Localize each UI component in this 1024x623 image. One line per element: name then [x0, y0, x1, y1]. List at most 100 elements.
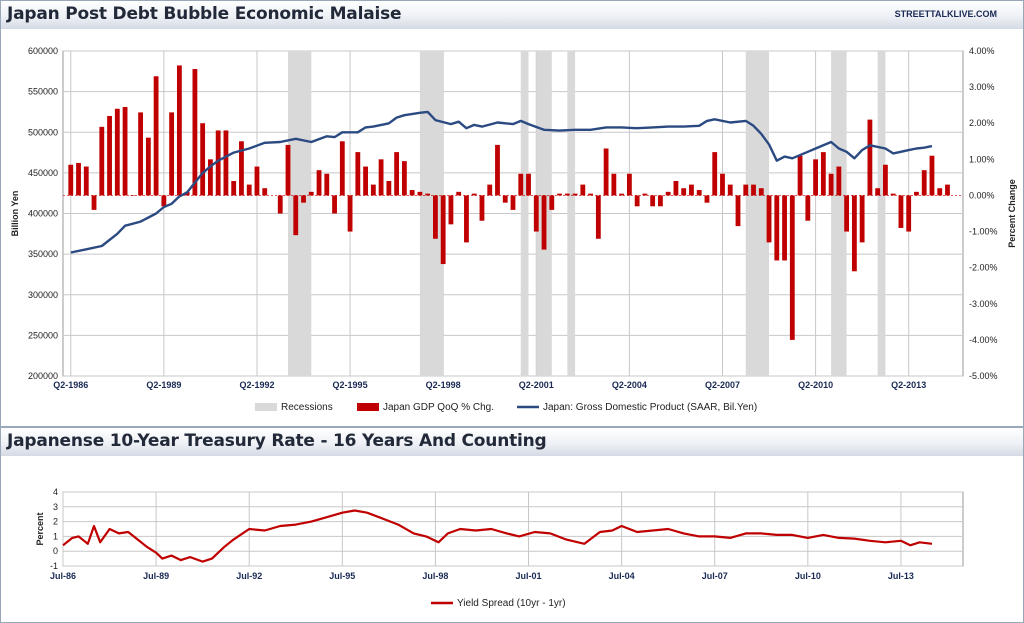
gdp-qoq-bar: [487, 184, 493, 196]
gdp-qoq-bar: [789, 195, 795, 340]
brand-watermark: STREETTALKLIVE.COM: [894, 9, 997, 19]
yield-chart-panel: Japanense 10-Year Treasury Rate - 16 Yea…: [0, 427, 1024, 623]
gdp-qoq-bar: [401, 161, 407, 196]
gdp-qoq-bar: [883, 164, 888, 196]
gdp-qoq-bar: [91, 195, 97, 210]
gdp-qoq-bar: [774, 195, 780, 261]
gdp-qoq-bar: [828, 173, 834, 196]
x-tick-label: Jul-92: [236, 571, 262, 581]
x-tick-label: Q2-1998: [426, 380, 461, 390]
y-right-tick-label: -1.00%: [969, 227, 998, 237]
x-tick-label: Q2-2013: [891, 380, 926, 390]
gdp-qoq-bar: [471, 193, 477, 196]
gdp-qoq-bar: [875, 188, 881, 196]
legend-label-gdp-level: Japan: Gross Domestic Product (SAAR, Bil…: [543, 402, 757, 413]
gdp-qoq-bar: [386, 181, 392, 196]
gdp-qoq-bar: [526, 173, 531, 196]
gdp-qoq-bar: [339, 141, 345, 196]
gdp-qoq-bar: [906, 195, 912, 232]
gdp-qoq-bar: [114, 108, 120, 196]
gdp-qoq-bar: [626, 173, 632, 196]
gdp-qoq-bar: [914, 191, 919, 196]
recession-band: [567, 51, 576, 376]
x-tick-label: Jul-95: [329, 571, 355, 581]
gdp-qoq-bar: [510, 195, 516, 210]
gdp-qoq-bar: [479, 195, 485, 221]
gdp-qoq-bar: [239, 141, 244, 196]
gdp-qoq-bar: [704, 195, 710, 203]
gdp-qoq-bar: [603, 148, 609, 196]
gdp-qoq-bar: [417, 191, 423, 196]
gdp-qoq-bar: [836, 166, 842, 196]
gdp-qoq-bar: [929, 155, 935, 196]
x-tick-label: Q2-1989: [146, 380, 181, 390]
gdp-qoq-bar: [564, 193, 570, 196]
y-left-tick-label: 500000: [28, 127, 58, 137]
legend-swatch-gdp-qoq: [357, 403, 379, 411]
gdp-qoq-bar: [495, 144, 500, 196]
x-tick-label: Q2-2001: [519, 380, 554, 390]
gdp-qoq-bar: [363, 166, 368, 196]
yield-chart-title-bar: Japanense 10-Year Treasury Rate - 16 Yea…: [1, 428, 1023, 456]
x-tick-label: Jul-98: [422, 571, 448, 581]
y-right-tick-label: -3.00%: [969, 299, 998, 309]
gdp-qoq-bar: [308, 191, 314, 196]
y-left-tick-label: 400000: [28, 209, 58, 219]
gdp-qoq-bar: [378, 159, 384, 196]
gdp-qoq-bar: [409, 190, 415, 196]
x-tick-label: Q2-1995: [333, 380, 368, 390]
y-left-tick-label: 350000: [28, 249, 58, 259]
y-tick-label: 2: [53, 517, 58, 527]
gdp-qoq-bar: [758, 188, 764, 196]
gdp-qoq-bar: [797, 155, 803, 196]
gdp-qoq-bar: [867, 119, 873, 196]
y-tick-label: 0: [53, 546, 58, 556]
gdp-qoq-bar: [332, 195, 337, 214]
gdp-qoq-bar: [549, 195, 555, 210]
gdp-qoq-bar: [595, 195, 601, 239]
yield-chart-title: Japanense 10-Year Treasury Rate - 16 Yea…: [7, 431, 547, 451]
gdp-qoq-bar: [851, 195, 857, 272]
gdp-qoq-bar: [316, 170, 322, 196]
x-tick-label: Q2-1992: [239, 380, 274, 390]
gdp-qoq-bar: [619, 193, 625, 196]
y-right-axis-title: Percent Change: [1007, 179, 1017, 248]
gdp-qoq-bar: [231, 181, 237, 196]
yield-spread-line: [62, 509, 933, 563]
gdp-qoq-bar: [588, 193, 593, 196]
gdp-qoq-bar: [130, 195, 136, 196]
gdp-level-line: [70, 110, 933, 254]
y-tick-label: 4: [53, 487, 58, 497]
gdp-qoq-bar: [696, 190, 702, 196]
gdp-qoq-bar: [83, 166, 89, 196]
gdp-qoq-bar: [743, 184, 749, 196]
gdp-qoq-bar: [277, 195, 283, 214]
gdp-qoq-bar: [464, 195, 469, 243]
y-right-tick-label: 0.00%: [969, 190, 995, 200]
x-tick-label: Jul-13: [888, 571, 914, 581]
y-right-tick-label: 3.00%: [969, 82, 995, 92]
gdp-qoq-bar: [161, 195, 167, 207]
x-tick-label: Jul-07: [702, 571, 728, 581]
legend-swatch-recessions: [255, 403, 277, 411]
gdp-qoq-bar: [580, 184, 586, 196]
x-tick-label: Q2-2010: [798, 380, 833, 390]
gdp-qoq-bar: [751, 184, 756, 196]
gdp-qoq-bar: [541, 195, 547, 250]
gdp-qoq-bar: [937, 188, 943, 196]
gdp-qoq-bar: [324, 173, 330, 196]
gdp-qoq-bar: [665, 191, 671, 196]
gdp-qoq-bar: [681, 188, 687, 196]
y-left-tick-label: 250000: [28, 330, 58, 340]
gdp-qoq-bar: [425, 193, 431, 196]
gdp-qoq-bar: [727, 184, 733, 196]
gdp-qoq-bar: [153, 76, 159, 196]
gdp-qoq-bar: [533, 195, 539, 232]
gdp-qoq-bar: [720, 173, 725, 196]
gdp-chart-panel: Japan Post Debt Bubble Economic Malaise …: [0, 0, 1024, 427]
x-tick-label: Q2-2007: [705, 380, 740, 390]
gdp-qoq-bar: [859, 195, 865, 243]
gdp-qoq-bar: [200, 123, 206, 196]
x-tick-label: Jul-04: [609, 571, 635, 581]
